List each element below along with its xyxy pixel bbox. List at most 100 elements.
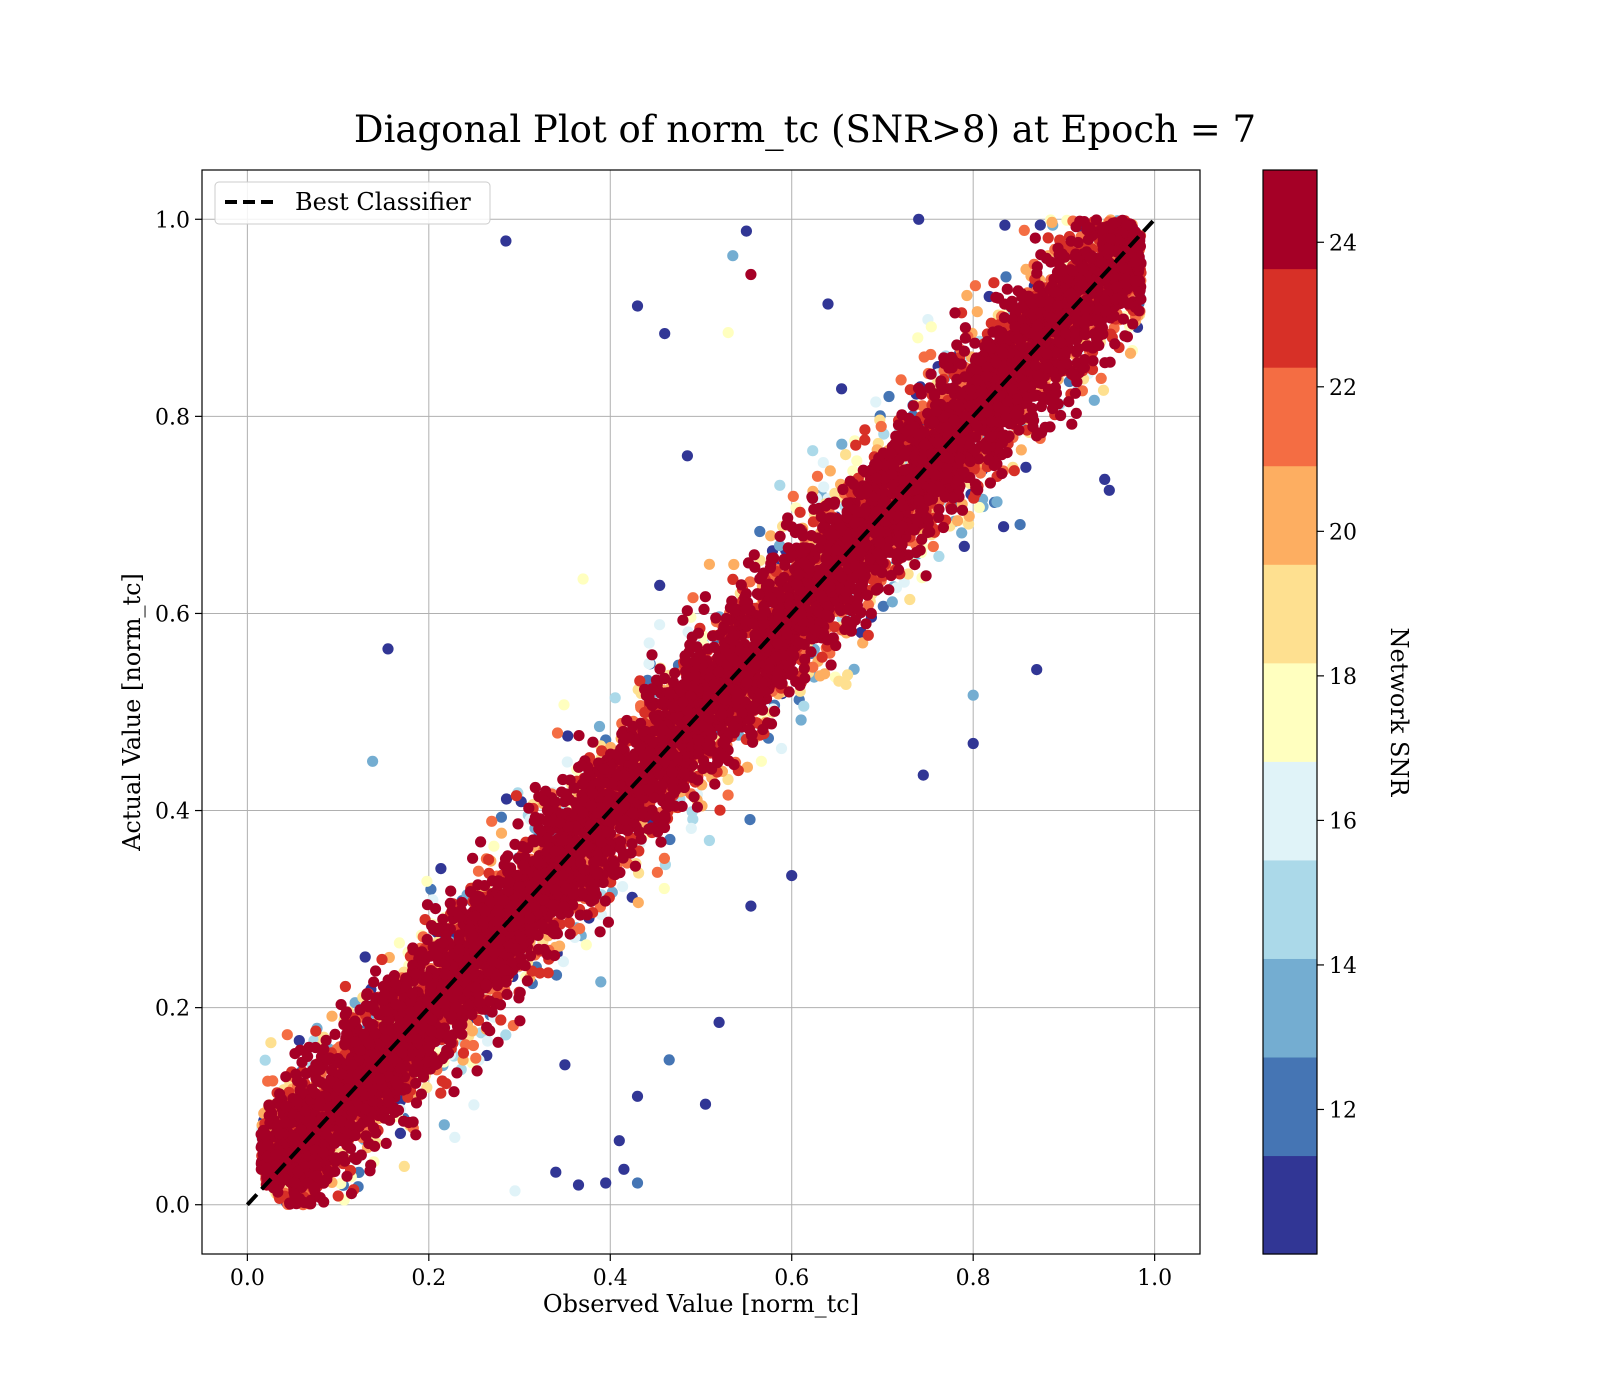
scatter-point (824, 465, 836, 477)
scatter-point (825, 659, 837, 671)
scatter-point (883, 584, 895, 596)
scatter-point (634, 675, 646, 687)
scatter-point (664, 833, 676, 846)
scatter-point (952, 515, 964, 527)
scatter-point (765, 530, 777, 542)
scatter-point (1109, 338, 1121, 350)
scatter-point (1008, 465, 1020, 477)
scatter-point (927, 540, 939, 553)
scatter-point (658, 882, 670, 895)
scatter-point (577, 573, 589, 585)
scatter-point (740, 225, 753, 237)
scatter-point (745, 900, 757, 912)
scatter-point (971, 306, 983, 318)
scatter-point (1103, 484, 1115, 496)
scatter-point (816, 651, 828, 663)
scatter-point (482, 1035, 494, 1047)
scatter-point (398, 1160, 410, 1172)
scatter-point (836, 383, 848, 395)
scatter-point (1042, 232, 1054, 244)
scatter-point (859, 424, 871, 436)
scatter-point (862, 629, 874, 641)
scatter-point (714, 804, 726, 816)
scatter-point (840, 449, 852, 461)
scatter-point (842, 669, 854, 681)
scatter-point (259, 1054, 271, 1066)
scatter-point (1105, 328, 1117, 340)
chart-title: Diagonal Plot of norm_tc (SNR>8) at Epoc… (354, 108, 1256, 152)
scatter-point (933, 550, 945, 563)
scatter-point (631, 1090, 644, 1102)
scatter-point (367, 755, 379, 767)
scatter-point (918, 351, 930, 363)
scatter-point (958, 540, 970, 553)
scatter-point (925, 321, 937, 333)
scatter-point (293, 1035, 305, 1047)
scatter-point (699, 1098, 712, 1110)
scatter-point (559, 1059, 571, 1071)
scatter-point (368, 976, 380, 988)
scatter-point (534, 967, 546, 979)
scatter-point (875, 420, 887, 433)
scatter-point (811, 470, 824, 482)
scatter-point (917, 769, 929, 781)
scatter-point (435, 1087, 447, 1099)
scatter-point (1097, 384, 1110, 396)
scatter-point (631, 1177, 644, 1189)
scatter-point (722, 327, 734, 339)
scatter-point (836, 438, 848, 450)
scatter-point (509, 838, 521, 851)
scatter-point (471, 1065, 483, 1077)
scatter-point (595, 976, 607, 988)
scatter-point (728, 558, 740, 571)
scatter-point (744, 814, 756, 826)
scatter-point (332, 1190, 344, 1202)
scatter-point (722, 773, 734, 786)
scatter-point (600, 1177, 612, 1189)
scatter-point (713, 1016, 725, 1028)
scatter-point (961, 289, 973, 302)
scatter-point (572, 1179, 585, 1191)
scatter-point (658, 852, 671, 865)
scatter-point (509, 1185, 521, 1197)
scatter-point (281, 1029, 293, 1041)
scatter-point (877, 600, 889, 612)
scatter-point (969, 280, 982, 292)
scatter-point (438, 1119, 450, 1131)
scatter-point (807, 445, 819, 457)
scatter-point (774, 539, 786, 552)
scatter-point (580, 939, 592, 951)
scatter-point (557, 956, 570, 968)
scatter-point (681, 450, 694, 462)
scatter-point (870, 396, 882, 408)
scatter-point (798, 700, 810, 712)
scatter-point (833, 675, 845, 687)
scatter-point (681, 605, 693, 617)
scatter-point (510, 790, 522, 802)
scatter-point (1029, 232, 1041, 244)
scatter-point (335, 1178, 347, 1190)
scatter-point (500, 1029, 512, 1041)
scatter-point (470, 1052, 482, 1064)
scatter-point (562, 730, 574, 742)
scatter-point (500, 793, 513, 805)
scatter-point (451, 1067, 463, 1079)
scatter-point (1088, 394, 1100, 406)
scatter-point (886, 596, 898, 608)
scatter-point (1014, 519, 1026, 531)
scatter-point (795, 714, 807, 726)
scatter-point (1000, 271, 1012, 283)
scatter-point (727, 250, 739, 262)
scatter-point (904, 593, 916, 606)
scatter-point (703, 834, 716, 847)
scatter-point (741, 761, 754, 773)
scatter-point (551, 727, 564, 739)
scatter-point (703, 558, 716, 570)
scatter-point (500, 235, 512, 247)
scatter-point (968, 492, 980, 504)
scatter-point (786, 870, 798, 882)
scatter-point (581, 909, 593, 921)
scatter-point (973, 501, 985, 514)
scatter-point (659, 328, 671, 340)
scatter-point (819, 668, 831, 680)
